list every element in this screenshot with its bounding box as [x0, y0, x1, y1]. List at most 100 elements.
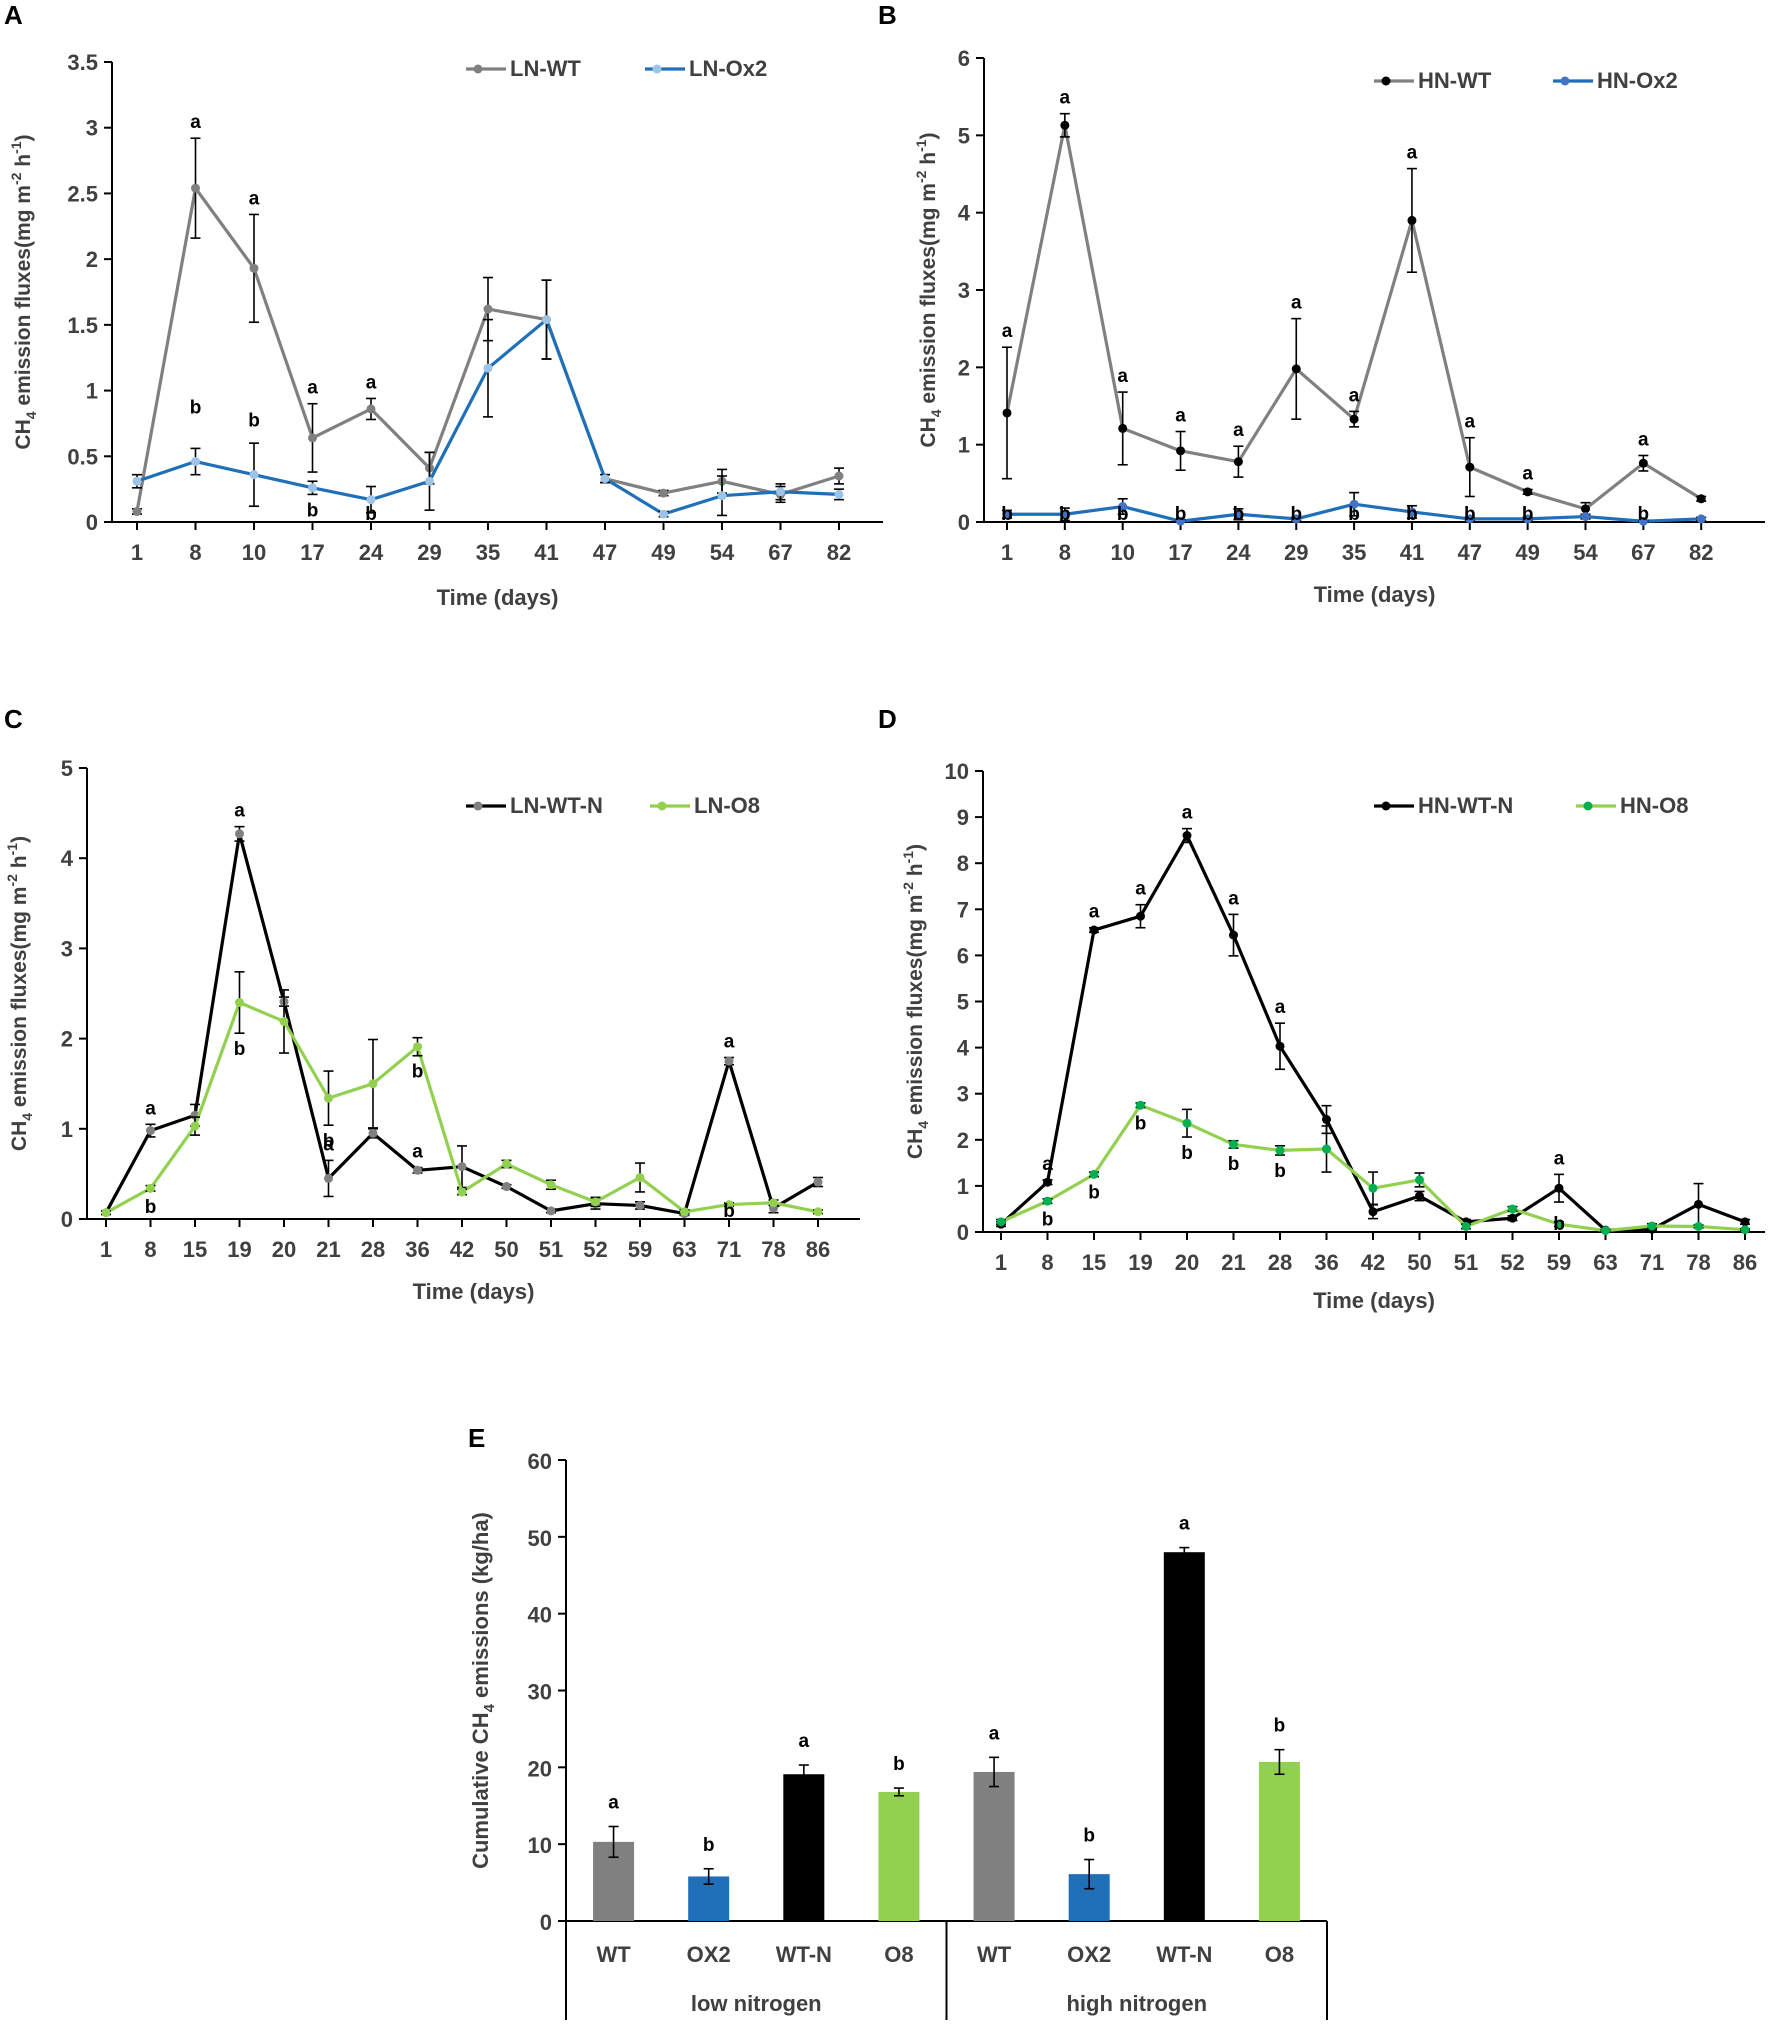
- data-point: [101, 1208, 111, 1218]
- data-point: [1275, 1145, 1285, 1155]
- y-title-part: ): [904, 844, 927, 851]
- x-tick-label: 35: [476, 540, 500, 565]
- data-point: [1523, 487, 1533, 497]
- y-title-part: emission fluxes(mg m: [12, 185, 35, 411]
- data-point: [132, 506, 142, 516]
- significance-label: b: [723, 1201, 735, 1222]
- data-point: [724, 1056, 734, 1066]
- data-point: [1229, 1139, 1238, 1149]
- y-tick-label: 0: [957, 1220, 969, 1245]
- data-point: [132, 476, 142, 486]
- data-point: [1581, 512, 1590, 522]
- legend-entry: LN-O8: [650, 793, 760, 818]
- significance-label: b: [1175, 504, 1187, 525]
- y-tick-label: 30: [528, 1680, 552, 1705]
- y-title-part: h: [904, 863, 927, 882]
- x-tick-label: 78: [761, 1237, 785, 1262]
- series-ln-wt-n: a a a a a: [101, 801, 823, 1219]
- data-point: [191, 457, 200, 467]
- data-point: [1523, 514, 1533, 524]
- significance-label: a: [989, 1723, 1000, 1744]
- data-point: [1508, 1213, 1517, 1223]
- significance-label: a: [366, 372, 377, 393]
- panel-label: C: [4, 704, 23, 734]
- significance-label: a: [1233, 420, 1244, 441]
- x-tick-label: 86: [1733, 1250, 1757, 1275]
- significance-label: a: [249, 188, 260, 209]
- data-point: [1554, 1183, 1564, 1193]
- significance-label: a: [1060, 88, 1071, 109]
- data-point: [1349, 414, 1359, 424]
- data-point: [1291, 364, 1301, 374]
- x-tick-label: 50: [1407, 1250, 1431, 1275]
- data-point: [249, 470, 259, 480]
- x-tick-label: OX2: [1067, 1942, 1111, 1967]
- significance-label: b: [1274, 1161, 1286, 1182]
- significance-label: b: [1522, 504, 1534, 525]
- data-point: [1508, 1204, 1517, 1214]
- x-tick-label: 54: [710, 540, 735, 565]
- y-tick-label: 0: [540, 1910, 552, 1935]
- x-tick-label: 29: [1284, 540, 1308, 565]
- significance-label: a: [1522, 464, 1533, 485]
- significance-label: b: [323, 1131, 335, 1152]
- bar-wt: a WT: [593, 1792, 635, 1967]
- data-point: [366, 495, 376, 505]
- y-title-part: ): [12, 134, 35, 141]
- series-hn-wt: a a a a a a a a a a a: [1002, 88, 1707, 516]
- panel-label: D: [878, 704, 897, 734]
- x-tick-label: OX2: [687, 1942, 731, 1967]
- x-tick-label: 28: [361, 1237, 385, 1262]
- significance-label: b: [145, 1197, 157, 1218]
- legend-entry: HN-Ox2: [1553, 68, 1678, 93]
- y-tick-label: 1: [86, 379, 98, 404]
- data-point: [776, 487, 785, 497]
- y-title-part: h: [12, 154, 35, 173]
- significance-label: a: [608, 1792, 619, 1813]
- x-tick-label: WT-N: [1156, 1942, 1212, 1967]
- data-point: [1136, 1100, 1145, 1110]
- y-tick-label: 7: [957, 897, 969, 922]
- x-tick-label: 20: [272, 1237, 296, 1262]
- significance-label: b: [1135, 1114, 1147, 1135]
- y-title-sup: -2: [913, 170, 929, 183]
- data-point: [542, 315, 551, 325]
- y-axis-title: CH4 emission fluxes(mg m-2 h-1): [8, 134, 39, 449]
- significance-label: b: [1553, 1214, 1565, 1235]
- data-point: [1465, 462, 1475, 472]
- legend-marker: [1381, 76, 1391, 86]
- x-tick-label: 10: [1110, 540, 1134, 565]
- legend-marker: [1381, 801, 1391, 811]
- y-tick-label: 2: [958, 355, 970, 380]
- legend-label: LN-Ox2: [689, 56, 767, 81]
- y-tick-label: 3: [86, 116, 98, 141]
- significance-label: b: [234, 1039, 246, 1060]
- legend-entry: LN-WT-N: [466, 793, 603, 818]
- x-tick-label: 1: [995, 1250, 1007, 1275]
- series-hn-o8: b b b b b b b: [996, 1100, 1750, 1236]
- y-tick-label: 3: [958, 278, 970, 303]
- significance-label: a: [1089, 902, 1100, 923]
- x-tick-label: 52: [1500, 1250, 1524, 1275]
- significance-label: a: [1407, 143, 1418, 164]
- x-tick-label: 29: [417, 540, 441, 565]
- significance-label: b: [365, 504, 377, 525]
- data-point: [591, 1197, 600, 1207]
- y-title-sup: -1: [8, 141, 24, 154]
- data-point: [1407, 215, 1417, 225]
- y-axis-title: Cumulative CH4 emissions (kg/ha): [468, 1512, 498, 1869]
- data-point: [457, 1187, 467, 1197]
- y-tick-label: 3.5: [67, 50, 98, 75]
- x-axis-title: Time (days): [437, 585, 559, 610]
- data-point: [1465, 514, 1475, 524]
- significance-label: b: [1059, 504, 1071, 525]
- x-tick-label: 19: [227, 1237, 251, 1262]
- data-point: [1043, 1177, 1052, 1187]
- data-point: [425, 476, 434, 486]
- x-tick-label: 36: [1314, 1250, 1338, 1275]
- data-point: [996, 1217, 1006, 1227]
- x-tick-label: 42: [1361, 1250, 1385, 1275]
- series-ln-wt: a a a a: [132, 112, 844, 516]
